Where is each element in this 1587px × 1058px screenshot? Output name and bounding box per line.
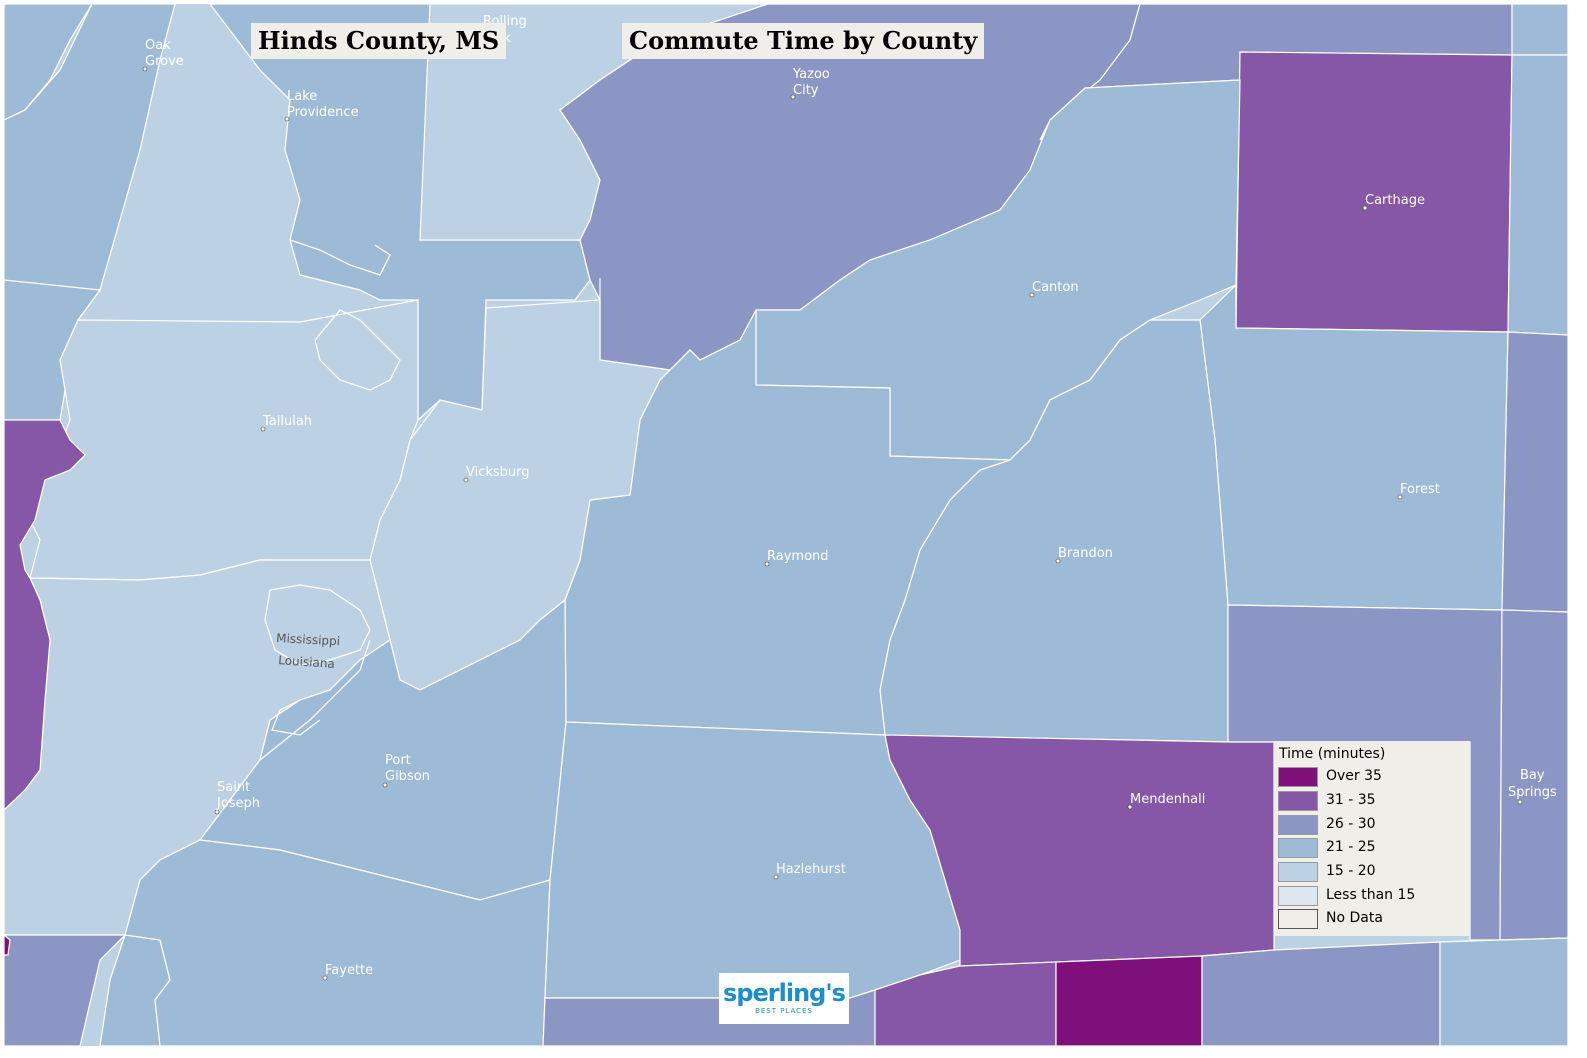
svg-text:Carthage: Carthage	[1365, 193, 1425, 208]
legend-label: 31 - 35	[1326, 792, 1376, 808]
river-outline-1	[314, 309, 401, 391]
legend-label: 26 - 30	[1326, 816, 1376, 832]
legend-swatch	[1278, 791, 1318, 811]
legend-item-over-35: Over 35	[1278, 766, 1468, 788]
county-jefferson-davis	[1055, 955, 1203, 1046]
city-saint-joseph: Saint Joseph	[214, 780, 260, 815]
city-fayette: Fayette	[322, 963, 373, 981]
county-jasper	[1499, 609, 1568, 941]
legend-label: 15 - 20	[1326, 863, 1376, 879]
legend-label: No Data	[1326, 910, 1383, 926]
river-outline-3	[289, 239, 391, 276]
svg-text:Providence: Providence	[287, 105, 359, 120]
brand-tagline: BEST PLACES	[755, 1007, 813, 1015]
legend-swatch	[1278, 815, 1318, 835]
svg-text:Mendenhall: Mendenhall	[1130, 792, 1205, 807]
state-label-mississippi: Mississippi	[276, 631, 341, 648]
city-vicksburg: Vicksburg	[463, 465, 530, 483]
legend-item-15-20: 15 - 20	[1278, 861, 1468, 883]
county-west-carroll	[4, 4, 93, 121]
county-neshoba	[1507, 54, 1568, 336]
legend-swatch	[1278, 767, 1318, 787]
legend-swatch	[1278, 886, 1318, 906]
svg-text:Port: Port	[385, 753, 411, 768]
county-jefferson	[124, 839, 551, 1046]
svg-text:Yazoo: Yazoo	[792, 67, 830, 82]
svg-text:Raymond: Raymond	[767, 549, 829, 564]
svg-text:Tallulah: Tallulah	[262, 414, 312, 429]
legend-title: Time (minutes)	[1279, 746, 1386, 762]
svg-text:Springs: Springs	[1508, 785, 1557, 800]
svg-text:Canton: Canton	[1032, 280, 1079, 295]
county-madison-parish	[19, 299, 419, 581]
county-leake	[1235, 51, 1513, 333]
svg-text:City: City	[793, 83, 819, 98]
city-forest: Forest	[1397, 482, 1440, 500]
legend-item-31-35: 31 - 35	[1278, 790, 1468, 812]
brand-name: sperling's	[723, 979, 846, 1007]
svg-text:Oak: Oak	[145, 38, 171, 53]
svg-text:Vicksburg: Vicksburg	[466, 465, 530, 480]
city-yazoo-city: Yazoo City	[790, 67, 830, 100]
county-newton	[1501, 331, 1568, 613]
legend-label: 21 - 25	[1326, 839, 1376, 855]
legend-swatch	[1278, 909, 1318, 929]
svg-text:Saint: Saint	[217, 780, 250, 795]
city-port-gibson: Port Gibson	[382, 753, 430, 788]
svg-text:Forest: Forest	[1400, 482, 1440, 497]
svg-text:Hazlehurst: Hazlehurst	[776, 862, 846, 877]
city-canton: Canton	[1029, 280, 1079, 298]
city-carthage: Carthage	[1362, 193, 1425, 211]
map-subtitle: Commute Time by County	[622, 23, 985, 59]
county-franklin-parish	[4, 419, 86, 811]
city-bay-springs: Bay Springs	[1508, 768, 1557, 805]
city-raymond: Raymond	[764, 549, 829, 567]
city-oak-grove: Oak Grove	[142, 38, 184, 72]
legend-item-21-25: 21 - 25	[1278, 837, 1468, 859]
svg-text:Brandon: Brandon	[1058, 546, 1113, 561]
river-outline-2	[264, 584, 371, 666]
svg-text:Grove: Grove	[145, 54, 184, 69]
county-covington	[1201, 941, 1441, 1046]
legend-swatch	[1278, 862, 1318, 882]
county-small-west	[4, 934, 11, 956]
county-scott	[1199, 283, 1509, 611]
map-title: Hinds County, MS	[251, 23, 507, 59]
city-brandon: Brandon	[1055, 546, 1113, 564]
county-map-canvas: Oak Grove Rolling Fork Yazoo City Lake P…	[4, 4, 1568, 1046]
svg-text:Gibson: Gibson	[385, 769, 430, 784]
legend-item-less-than-15: Less than 15	[1278, 885, 1468, 907]
city-lake-providence: Lake Providence	[284, 89, 359, 122]
legend-label: Over 35	[1326, 768, 1382, 784]
city-hazlehurst: Hazlehurst	[773, 862, 846, 880]
state-line	[259, 639, 371, 761]
county-catahoula	[4, 934, 127, 1046]
river-outline-4	[271, 699, 321, 736]
county-kemper-area	[1511, 4, 1568, 56]
county-jones	[1439, 937, 1568, 1046]
svg-text:Fayette: Fayette	[325, 963, 373, 978]
sperlings-logo[interactable]: sperling's BEST PLACES	[719, 973, 849, 1024]
legend-label: Less than 15	[1326, 887, 1416, 903]
svg-text:Joseph: Joseph	[216, 796, 260, 811]
commute-map: Oak Grove Rolling Fork Yazoo City Lake P…	[4, 4, 1568, 1046]
svg-text:Bay: Bay	[1520, 768, 1545, 783]
legend-swatch	[1278, 838, 1318, 858]
legend-item-26-30: 26 - 30	[1278, 814, 1468, 836]
city-mendenhall: Mendenhall	[1127, 792, 1205, 810]
state-label-louisiana: Louisiana	[278, 653, 335, 671]
city-tallulah: Tallulah	[260, 414, 312, 432]
legend-item-no-data: No Data	[1278, 908, 1468, 930]
legend: Time (minutes) Over 35 31 - 35 26 - 30 2…	[1274, 741, 1470, 936]
svg-text:Lake: Lake	[287, 89, 317, 104]
